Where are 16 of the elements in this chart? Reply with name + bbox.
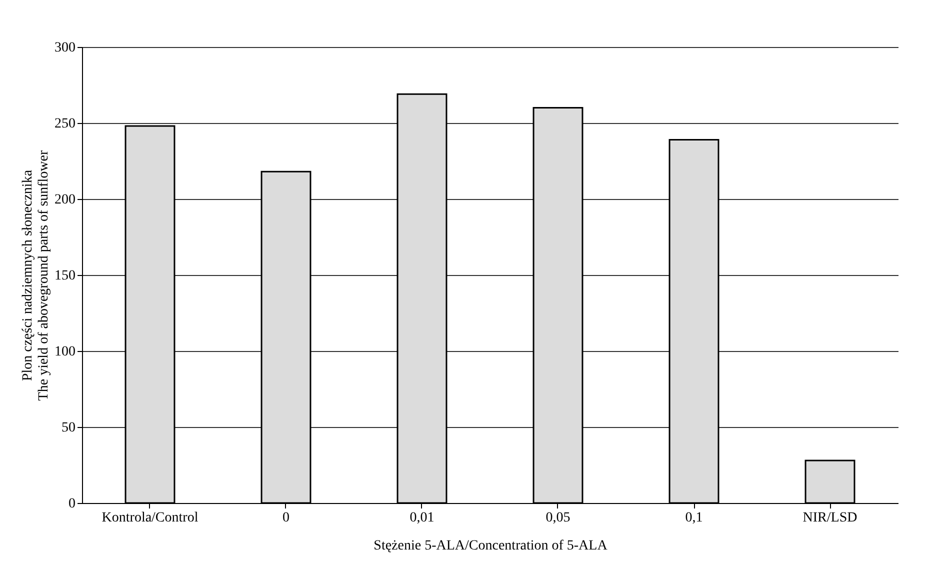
x-tick-label: 0,1 (685, 510, 703, 526)
y-tick-label: 150 (54, 268, 76, 284)
y-tick-label: 100 (54, 344, 76, 360)
x-tick-label: 0,01 (410, 510, 434, 526)
text: The yield of aboveground parts of sunflower (36, 150, 52, 401)
y-tick-label: 200 (54, 192, 76, 208)
text: Plon części nadziemnych słonecznika (20, 170, 36, 382)
y-tick-label: 250 (54, 116, 76, 132)
x-tick-label: 0,05 (546, 510, 570, 526)
x-tick-label: 0 (282, 510, 290, 526)
x-axis-title: Stężenie 5-ALA/Concentration of 5-ALA (374, 538, 608, 554)
y-tick-label: 300 (54, 40, 76, 56)
x-tick-label: Kontrola/Control (102, 510, 198, 526)
y-tick-label: 50 (62, 420, 76, 436)
x-tick-label: NIR/LSD (802, 510, 858, 526)
y-tick-label: 0 (68, 496, 76, 512)
